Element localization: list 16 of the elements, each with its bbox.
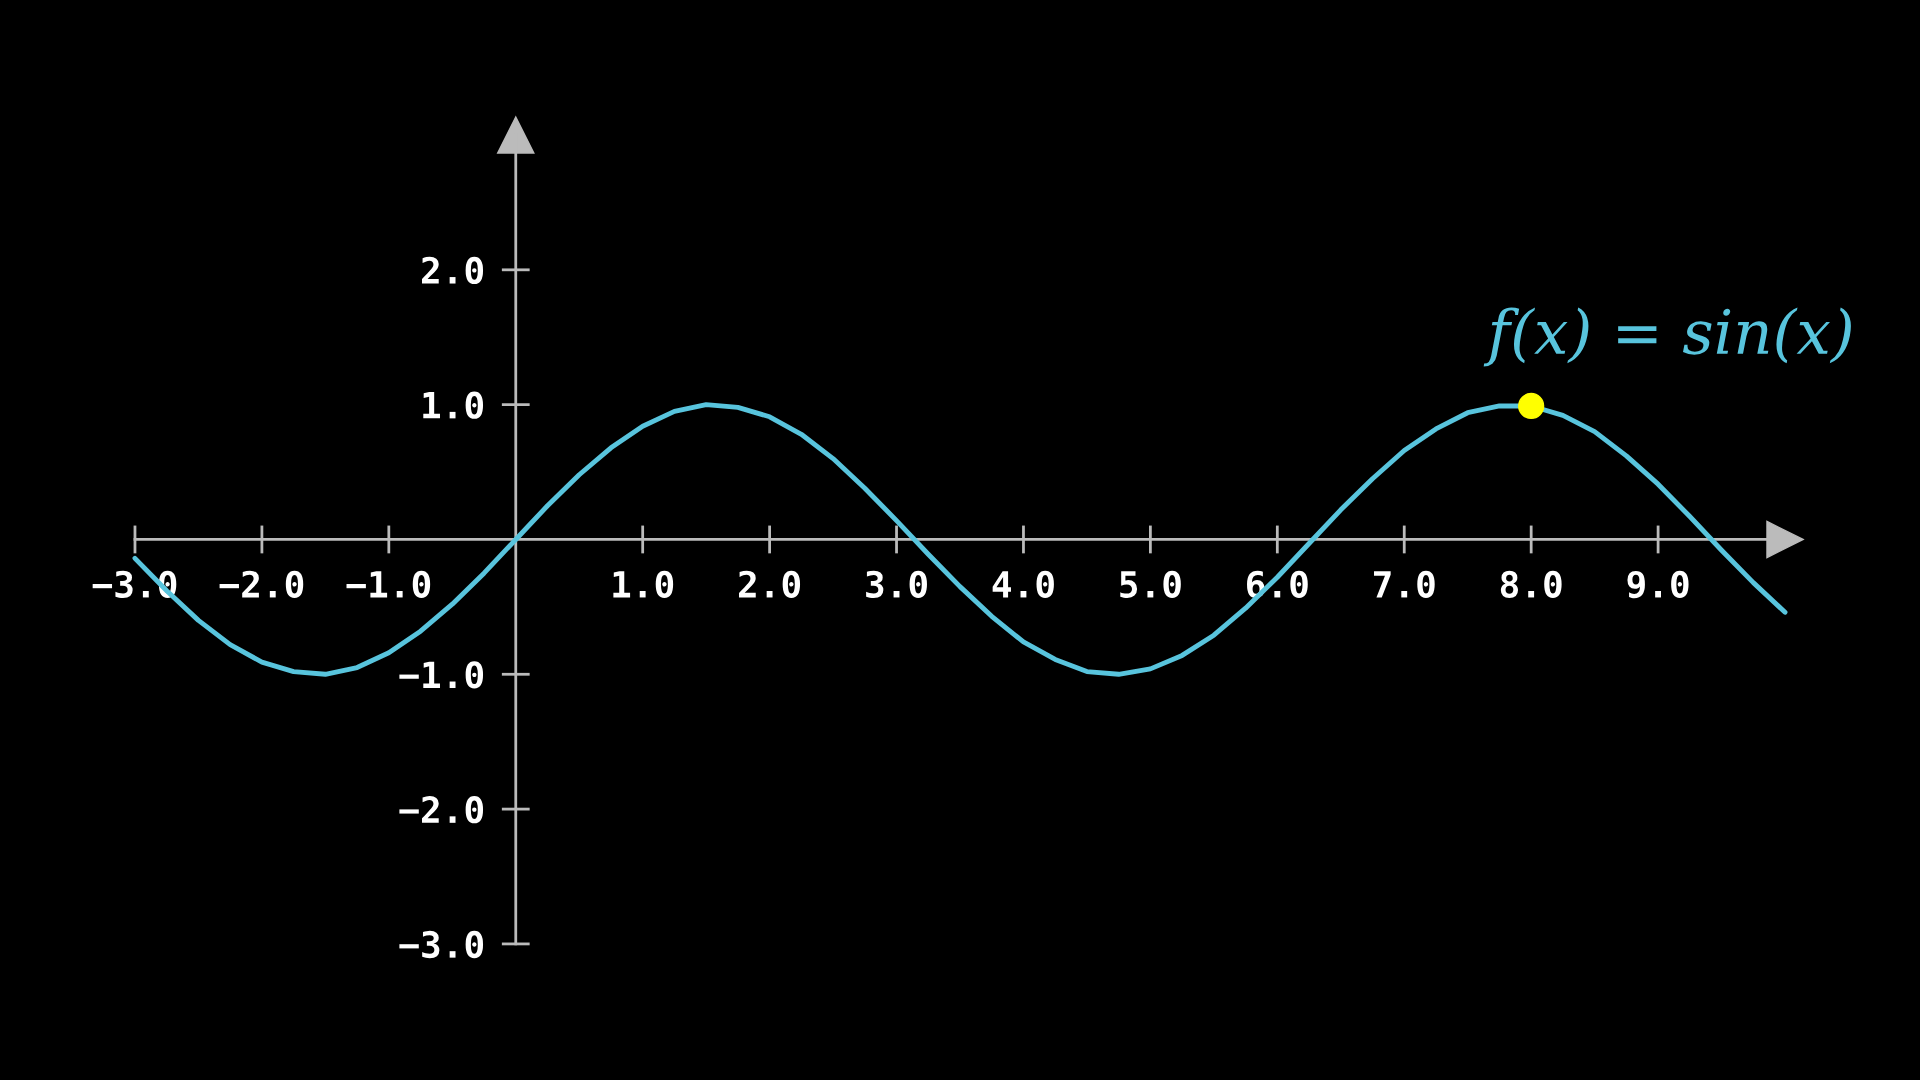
y-tick-label: 2.0	[422, 256, 484, 285]
x-tick-label: −1.0	[346, 570, 431, 598]
x-tick-label: 8.0	[1500, 570, 1562, 598]
y-tick-label: −1.0	[399, 661, 484, 689]
x-tick-label: 7.0	[1374, 570, 1435, 598]
x-tick-label: 1.0	[613, 570, 674, 598]
x-tick-label: 9.0	[1627, 570, 1689, 599]
x-tick-label: 5.0	[1120, 570, 1181, 598]
x-tick-label: 3.0	[866, 570, 927, 598]
x-tick-label: −2.0	[219, 570, 304, 598]
y-tick-label: −3.0	[399, 930, 484, 959]
x-tick-label: 4.0	[992, 570, 1054, 598]
x-tick-label: 2.0	[739, 570, 801, 598]
annotation: f(x) = sin(x)	[1483, 307, 1851, 367]
y-tick-label: 1.0	[423, 391, 484, 419]
y-tick-label: −2.0	[399, 796, 484, 824]
